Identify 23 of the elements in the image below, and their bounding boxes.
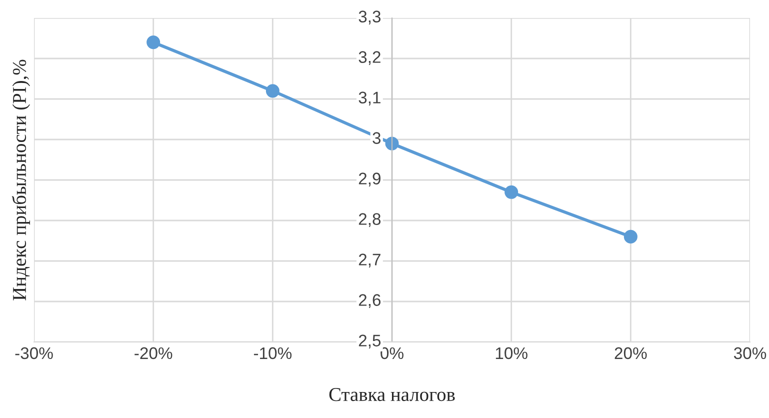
y-tick-label: 3,2: [358, 51, 380, 65]
y-tick-label: 2,5: [358, 334, 381, 348]
x-tick-label: 10%: [496, 347, 528, 360]
x-tick-label: -30%: [15, 347, 53, 360]
x-tick-label: 0%: [380, 347, 404, 360]
y-tick-label: 3,1: [358, 92, 380, 106]
y-tick-label: 3: [372, 132, 381, 144]
y-axis-title: Индекс прибыльности (PI),%: [12, 60, 30, 300]
point: [266, 84, 280, 98]
x-tick-label: 20%: [614, 347, 647, 360]
y-tick-label: 3,3: [358, 10, 381, 24]
point: [624, 230, 638, 244]
point: [385, 136, 399, 150]
x-tick-label: 30%: [734, 347, 766, 360]
point: [504, 185, 518, 199]
x-axis-title: Ставка налогов: [329, 388, 455, 402]
point: [146, 36, 160, 50]
x-tick-label: -20%: [134, 347, 172, 360]
y-tick-label: 2,9: [358, 172, 380, 186]
y-tick-label: 2,7: [358, 254, 380, 268]
y-tick-label: 2,8: [358, 213, 381, 227]
y-tick-label: 2,6: [358, 294, 381, 308]
x-tick-label: -10%: [254, 347, 292, 360]
